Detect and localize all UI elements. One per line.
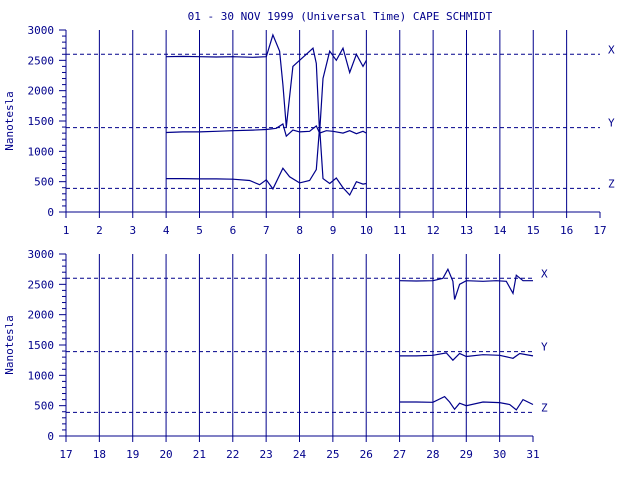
y-tick-label: 2000 <box>28 309 55 322</box>
x-tick-label: 9 <box>330 224 337 237</box>
x-tick-label: 18 <box>93 448 106 461</box>
x-tick-label: 26 <box>360 448 373 461</box>
chart-title: 01 - 30 NOV 1999 (Universal Time) CAPE S… <box>188 10 493 23</box>
y-tick-label: 2500 <box>28 54 55 67</box>
x-tick-label: 10 <box>360 224 373 237</box>
y-axis-label: Nanotesla <box>3 315 16 375</box>
x-tick-label: 5 <box>196 224 203 237</box>
y-tick-label: 500 <box>34 176 54 189</box>
x-tick-label: 3 <box>129 224 136 237</box>
x-tick-label: 22 <box>226 448 239 461</box>
x-tick-label: 29 <box>460 448 473 461</box>
panel-2: 0 500 1000 1500 2000 2500 3000 17 18 19 20 21 22 23 24… <box>3 248 548 461</box>
x-tick-label: 28 <box>426 448 439 461</box>
x-tick-label: 14 <box>493 224 507 237</box>
y-tick-label: 1500 <box>28 339 55 352</box>
x-tick-label: 25 <box>326 448 339 461</box>
series-x <box>399 267 533 300</box>
x-tick-label: 15 <box>527 224 540 237</box>
y-tick-label: 3000 <box>28 248 55 261</box>
y-tick-label: 1000 <box>28 369 55 382</box>
y-tick-label: 0 <box>47 430 54 443</box>
x-tick-label: 24 <box>293 448 307 461</box>
series-z <box>399 395 534 411</box>
x-tick-label: 11 <box>393 224 406 237</box>
y-tick-label: 0 <box>47 206 54 219</box>
x-tick-label: 20 <box>159 448 172 461</box>
component-label-y: Y <box>541 341 548 354</box>
series-y <box>166 123 367 138</box>
x-tick-label: 4 <box>163 224 170 237</box>
x-tick-label: 17 <box>59 448 72 461</box>
x-tick-label: 16 <box>560 224 573 237</box>
y-axis-label: Nanotesla <box>3 91 16 151</box>
x-tick-label: 31 <box>526 448 539 461</box>
x-tick-label: 8 <box>296 224 303 237</box>
y-tick-label: 1000 <box>28 145 55 158</box>
y-tick-label: 2500 <box>28 278 55 291</box>
x-tick-label: 21 <box>193 448 206 461</box>
x-tick-label: 13 <box>460 224 473 237</box>
x-tick-label: 6 <box>230 224 237 237</box>
series-z <box>166 127 367 197</box>
series-x <box>166 33 367 134</box>
series-y <box>399 352 534 362</box>
y-tick-label: 1500 <box>28 115 55 128</box>
component-label-z: Z <box>541 401 548 414</box>
x-tick-label: 12 <box>427 224 440 237</box>
y-tick-label: 3000 <box>28 24 55 37</box>
x-tick-label: 7 <box>263 224 270 237</box>
x-tick-label: 19 <box>126 448 139 461</box>
component-label-z: Z <box>608 177 615 190</box>
x-tick-label: 1 <box>63 224 70 237</box>
y-tick-label: 2000 <box>28 85 55 98</box>
x-tick-label: 27 <box>393 448 406 461</box>
x-tick-label: 23 <box>260 448 273 461</box>
y-tick-label: 500 <box>34 400 54 413</box>
component-label-y: Y <box>608 117 615 130</box>
x-tick-label: 2 <box>96 224 103 237</box>
x-tick-label: 17 <box>593 224 606 237</box>
component-label-x: X <box>608 43 615 56</box>
component-label-x: X <box>541 267 548 280</box>
x-tick-label: 30 <box>493 448 506 461</box>
